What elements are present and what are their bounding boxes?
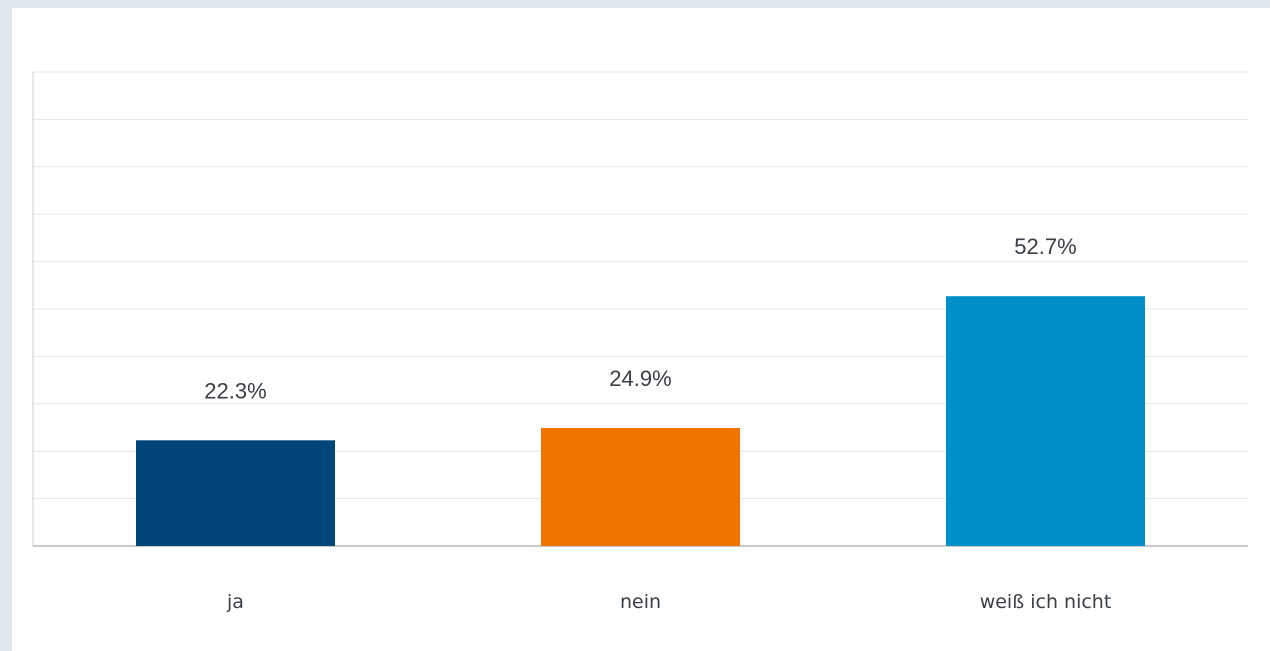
bar [946, 296, 1145, 546]
chart-panel: 22.3% ja 24.9% nein 52.7% weiß ich nicht [12, 8, 1270, 651]
bar [136, 440, 335, 546]
x-tick-label: weiß ich nicht [980, 591, 1112, 613]
x-tick-label: nein [620, 591, 661, 613]
bar [541, 427, 740, 546]
data-label: 52.7% [1014, 234, 1076, 259]
bar-chart: 22.3% ja 24.9% nein 52.7% weiß ich nicht [32, 71, 1248, 613]
data-label: 22.3% [204, 378, 266, 403]
x-tick-label: ja [226, 591, 244, 613]
data-label: 24.9% [609, 366, 671, 391]
